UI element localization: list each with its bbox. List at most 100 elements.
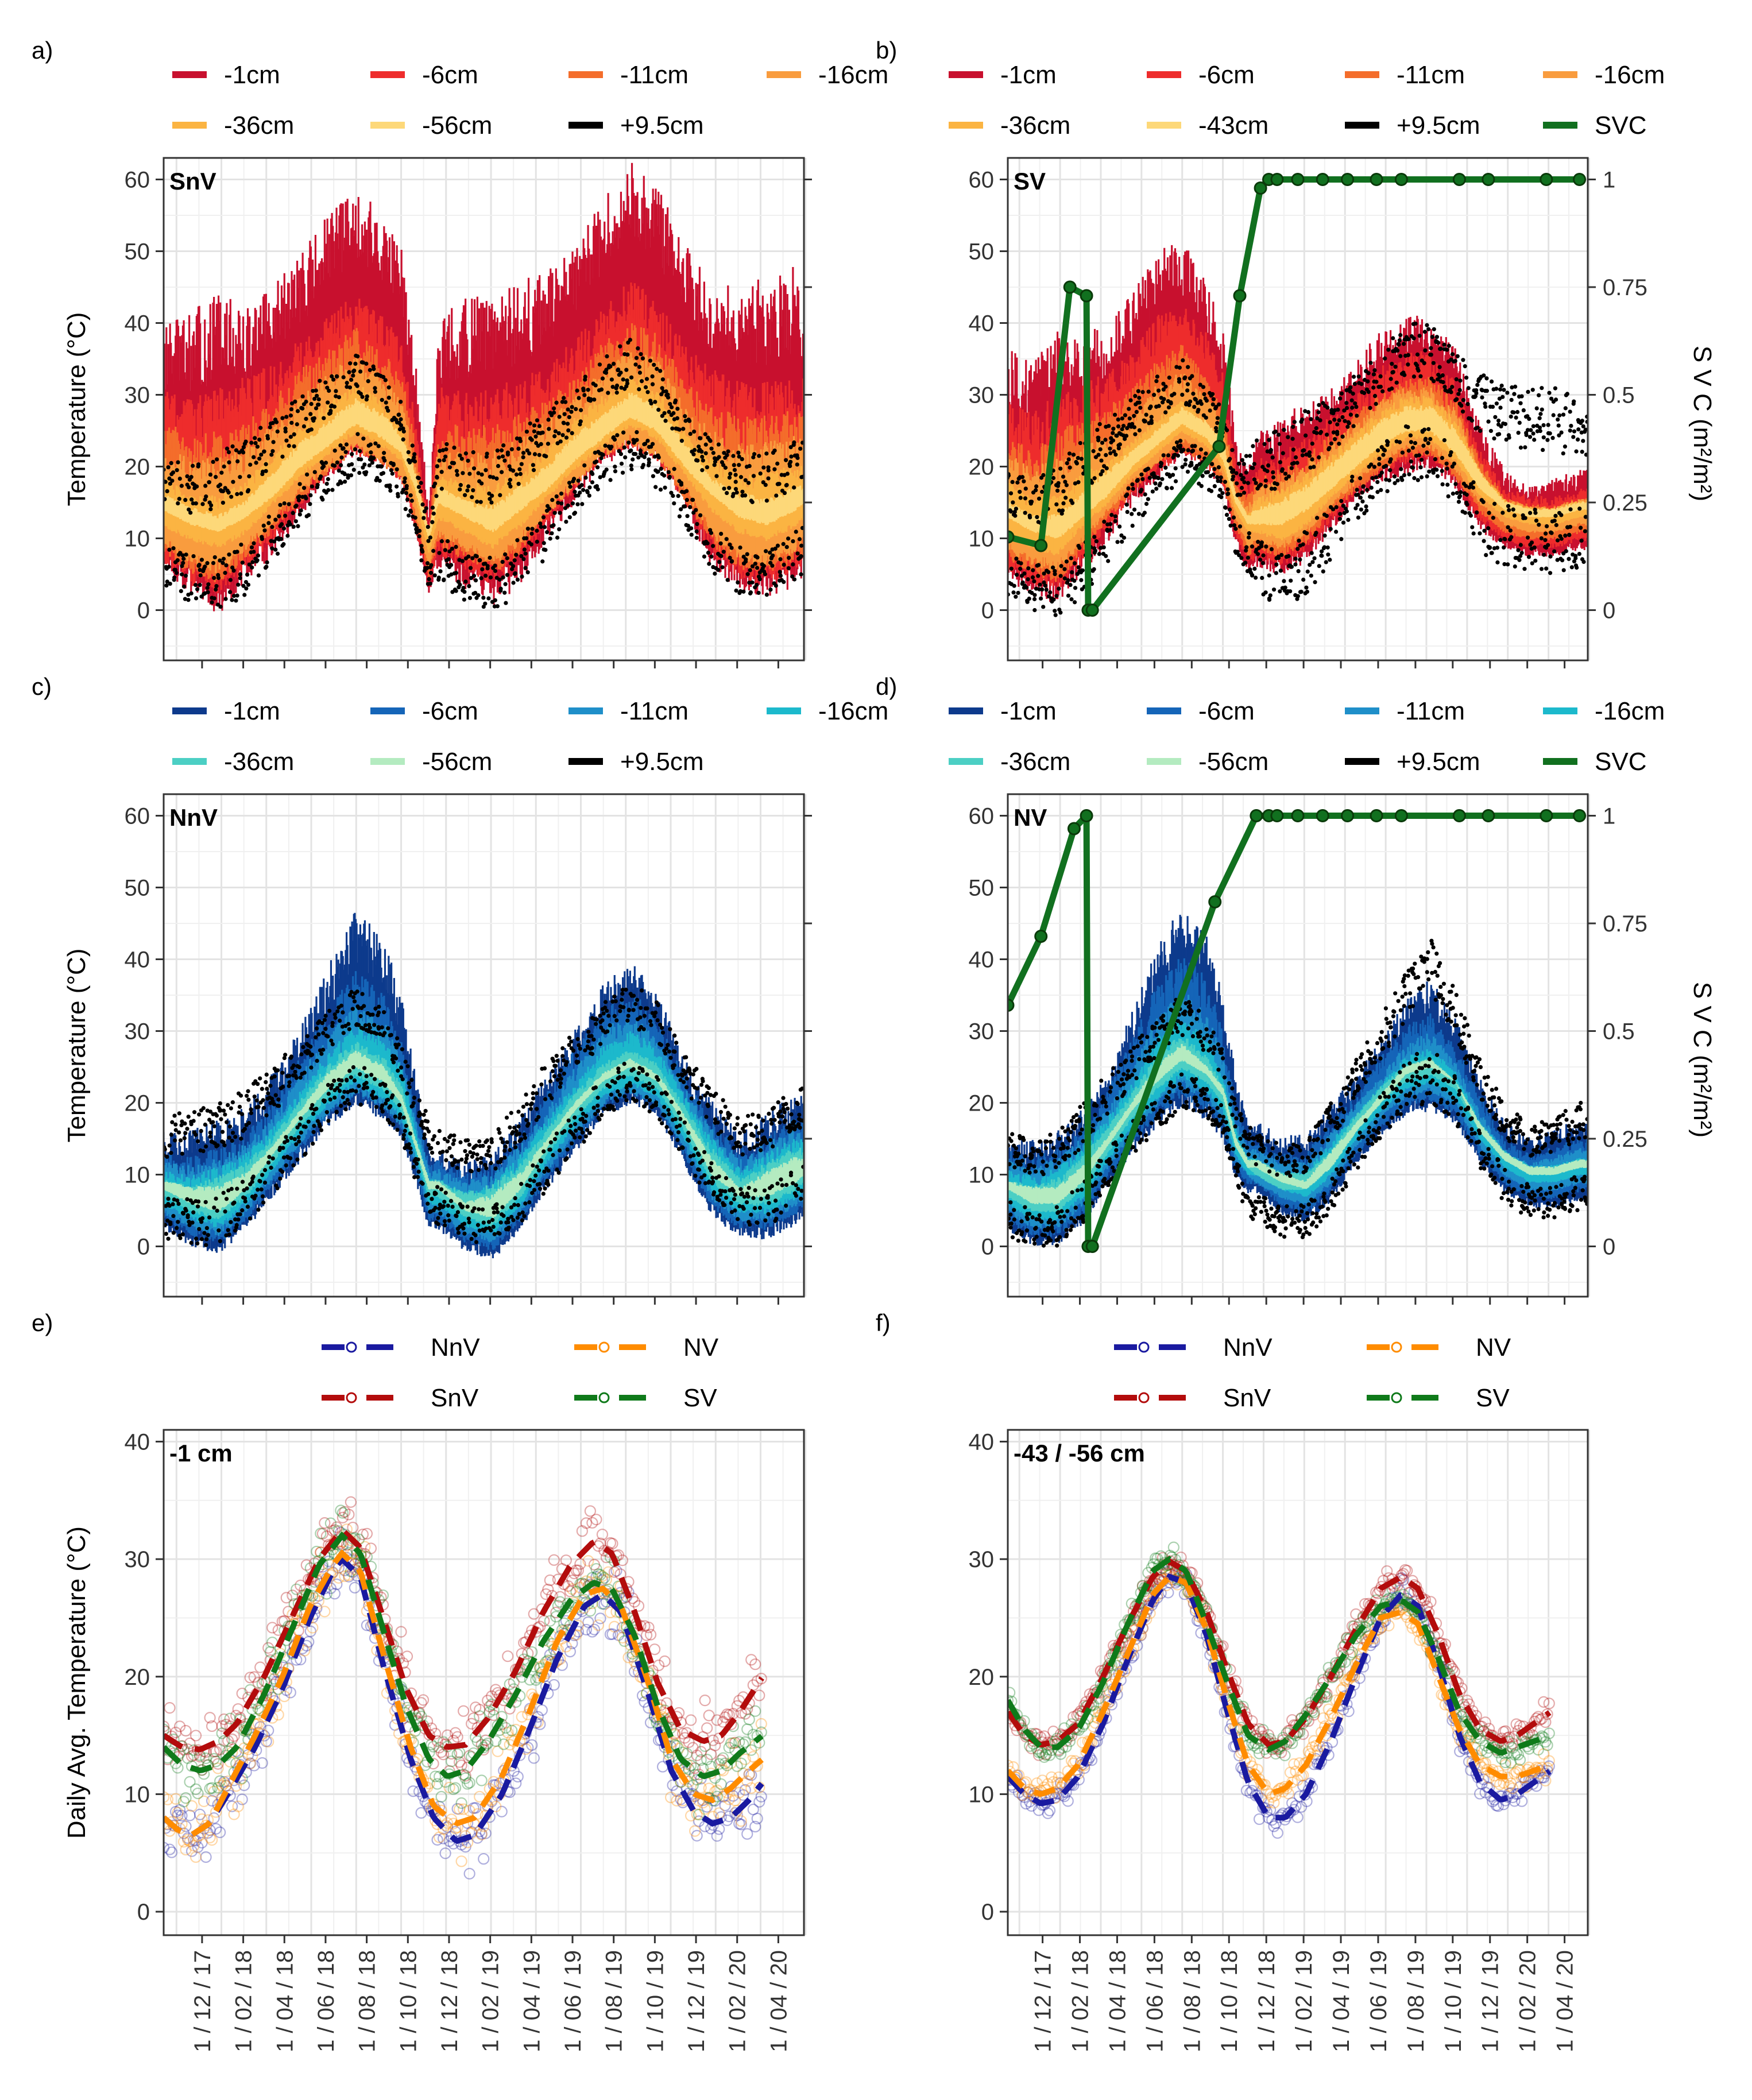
air-point-a (321, 464, 326, 469)
air-point-a (269, 453, 274, 457)
air-point-a (301, 424, 307, 429)
legend-label-a: -11cm (620, 61, 689, 89)
air-point-a (431, 548, 436, 553)
air-point-a (281, 542, 286, 547)
air-point-a (361, 360, 365, 365)
air-point-a (379, 464, 384, 469)
air-point-a (401, 437, 405, 442)
air-point-a (430, 520, 435, 524)
air-point-a (239, 491, 243, 496)
air-point-a (406, 450, 411, 455)
legend-label-f: NnV (1223, 1333, 1273, 1362)
air-point-a (352, 368, 357, 373)
air-point-a (434, 494, 439, 498)
air-point-a (396, 492, 400, 496)
legend-label-b: -6cm (1198, 61, 1255, 89)
air-point-a (347, 370, 351, 374)
air-point-a (279, 536, 284, 542)
air-point-a (183, 573, 188, 578)
air-point-a (319, 474, 323, 479)
air-point-a (362, 462, 367, 467)
air-point-a (469, 576, 473, 581)
air-point-a (439, 470, 444, 474)
air-point-a (291, 511, 295, 515)
air-point-a (451, 461, 457, 466)
air-point-a (311, 389, 315, 393)
air-point-a (183, 597, 187, 601)
plot-body-a (164, 163, 804, 612)
air-point-a (165, 579, 169, 584)
legend-label-d: SVC (1595, 748, 1646, 776)
legend-label-d: -16cm (1595, 697, 1665, 725)
air-point-a (325, 385, 330, 390)
air-point-a (297, 494, 301, 499)
air-point-a (304, 399, 308, 404)
air-point-a (270, 448, 275, 454)
air-point-a (361, 436, 366, 441)
air-point-a (480, 567, 485, 571)
air-point-a (243, 579, 249, 585)
air-point-a (389, 468, 393, 473)
air-point-a (165, 489, 169, 494)
air-point-a (383, 378, 388, 382)
air-point-a (296, 524, 300, 528)
legend-label-f: SnV (1223, 1384, 1271, 1412)
legend-d: -1cm -6cm -11cm -16cm -36cm -56cm +9.5cm SVC (949, 697, 1665, 776)
air-point-a (235, 459, 240, 464)
legend-point-e (598, 1392, 610, 1403)
air-point-a (177, 476, 182, 481)
air-point-a (447, 465, 452, 470)
air-point-a (171, 546, 176, 551)
air-point-a (334, 389, 338, 393)
legend-label-b: -16cm (1595, 61, 1665, 89)
air-point-a (189, 475, 194, 479)
air-point-a (221, 556, 226, 561)
air-point-a (403, 506, 408, 512)
air-point-a (476, 471, 481, 475)
panel-letter-e: e) (32, 1309, 53, 1336)
air-point-a (404, 490, 409, 496)
air-point-a (390, 471, 395, 476)
air-point-a (208, 472, 213, 477)
air-point-a (429, 563, 434, 567)
air-point-a (459, 457, 464, 461)
air-point-a (184, 552, 188, 557)
air-point-a (178, 551, 183, 555)
air-point-a (180, 553, 185, 558)
air-point-a (218, 482, 223, 487)
air-point-a (242, 593, 247, 597)
air-point-a (426, 524, 430, 529)
air-point-a (413, 523, 417, 527)
legend-label-b: -36cm (1000, 111, 1070, 140)
air-point-a (316, 403, 321, 407)
air-point-a (266, 515, 271, 519)
air-point-a (246, 488, 251, 493)
air-point-a (288, 413, 293, 418)
air-point-a (339, 455, 344, 460)
air-point-a (403, 476, 407, 481)
air-point-a (458, 487, 462, 492)
air-point-a (262, 449, 266, 454)
air-point-a (231, 479, 235, 484)
air-point-a (357, 470, 362, 475)
air-point-a (308, 412, 313, 416)
air-point-a (175, 558, 180, 563)
air-point-a (287, 443, 291, 448)
air-point-a (260, 471, 265, 477)
air-point-a (270, 421, 275, 426)
air-point-a (249, 545, 254, 550)
air-point-a (345, 385, 349, 389)
air-point-a (358, 392, 363, 396)
air-point-a (235, 593, 239, 598)
air-point-a (168, 581, 172, 586)
air-point-a (185, 474, 189, 479)
air-point-a (470, 495, 474, 500)
air-point-a (418, 489, 423, 494)
air-point-a (355, 354, 360, 359)
air-point-a (225, 446, 230, 451)
air-point-a (395, 467, 399, 471)
air-point-a (236, 582, 241, 587)
air-point-a (250, 560, 255, 564)
air-point-a (268, 425, 272, 430)
